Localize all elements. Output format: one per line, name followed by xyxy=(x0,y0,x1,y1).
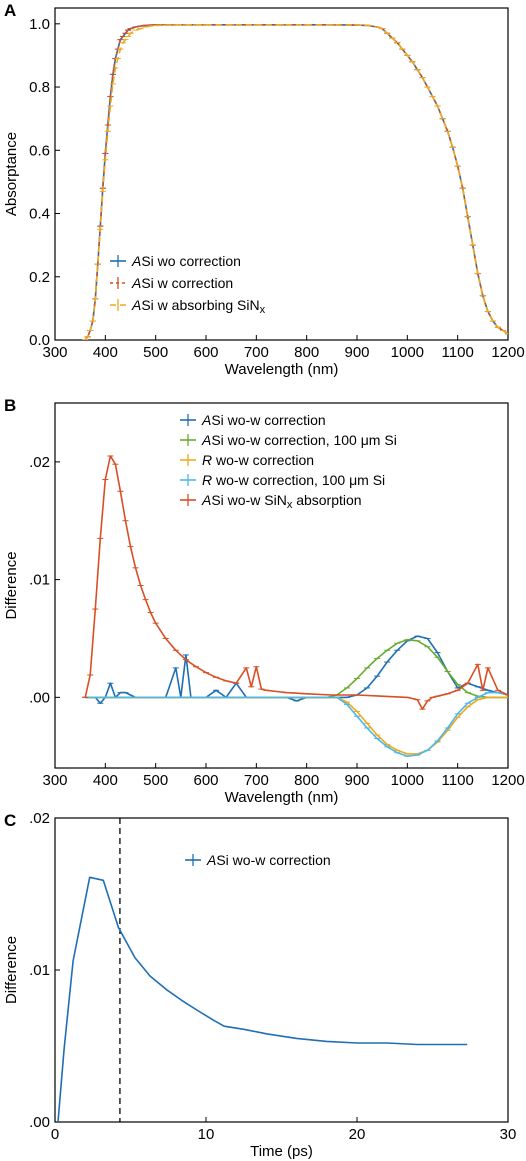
legend-label: R wo-w correction, 100 μm Si xyxy=(202,472,385,488)
y-tick-label: 0.0 xyxy=(29,332,50,349)
y-tick-label: 0.4 xyxy=(29,206,50,223)
legend-label: ASi wo-w correction xyxy=(206,852,331,868)
legend-label: R wo-w correction xyxy=(202,452,314,468)
plot-frame xyxy=(54,402,509,769)
y-tick-label: 0.2 xyxy=(29,269,50,286)
legend-label: ASi wo-w correction xyxy=(201,412,326,428)
legend-label: ASi wo-w correction, 100 μm Si xyxy=(201,432,397,448)
y-tick-label: .02 xyxy=(29,454,50,471)
x-axis-label: Wavelength (nm) xyxy=(225,361,339,378)
x-tick-label: 900 xyxy=(344,772,369,789)
legend-label: ASi wo-w SiNx absorption xyxy=(201,492,362,511)
x-tick-label: 1100 xyxy=(442,772,474,789)
panel-c: C 0 10 20 30 .00 .01 .02 Time (ps) Difference ASi … xyxy=(3,810,516,1160)
x-tick-label: 600 xyxy=(193,344,218,361)
legend: ASi wo-w correction xyxy=(185,852,331,868)
x-tick-label: 1000 xyxy=(391,344,424,361)
x-tick-label: 900 xyxy=(344,344,369,361)
x-tick-label: 400 xyxy=(93,344,118,361)
y-axis-label: Absorptance xyxy=(3,132,20,216)
x-tick-label: 800 xyxy=(294,344,319,361)
x-tick-label: 300 xyxy=(42,772,67,789)
y-tick-label: .01 xyxy=(29,572,50,589)
series-line-2 xyxy=(84,23,508,340)
legend: ASi wo-w correction ASi wo-w correction, … xyxy=(180,412,397,511)
series-line-2 xyxy=(85,638,508,699)
x-tick-label: 500 xyxy=(143,772,168,789)
series-line-3 xyxy=(85,696,508,755)
x-tick-label: 30 xyxy=(500,1126,517,1143)
y-tick-label: 0.6 xyxy=(29,142,50,159)
x-tick-label: 800 xyxy=(294,772,319,789)
x-tick-label: 1100 xyxy=(442,344,474,361)
x-tick-label: 0 xyxy=(51,1126,59,1143)
y-axis-label: Difference xyxy=(3,551,20,619)
series-group xyxy=(82,455,508,758)
legend: ASi wo correction ASi w correction ASi w a… xyxy=(110,253,266,316)
y-axis-label: Difference xyxy=(3,936,20,1004)
legend-label: ASi wo correction xyxy=(131,253,241,269)
x-tick-label: 10 xyxy=(198,1126,215,1143)
x-tick-label: 1000 xyxy=(391,772,424,789)
y-tick-label: .02 xyxy=(29,810,50,827)
y-tick-label: .00 xyxy=(29,689,50,706)
x-tick-label: 1200 xyxy=(491,772,524,789)
legend-label: ASi w correction xyxy=(131,275,233,291)
x-tick-label: 20 xyxy=(349,1126,366,1143)
y-tick-label: .01 xyxy=(29,962,50,979)
x-tick-label: 600 xyxy=(193,772,218,789)
x-tick-label: 500 xyxy=(143,344,168,361)
x-tick-label: 300 xyxy=(42,344,67,361)
series-line-3 xyxy=(84,23,508,340)
series-line-1 xyxy=(57,876,468,1122)
series-line-4 xyxy=(85,691,508,758)
series-group xyxy=(57,876,468,1122)
x-tick-label: 700 xyxy=(244,772,269,789)
x-axis-label: Time (ps) xyxy=(250,1143,313,1160)
x-tick-label: 700 xyxy=(244,344,269,361)
panel-letter: B xyxy=(4,396,16,415)
series-group xyxy=(82,23,508,340)
panel-a: A 300 400 500 600 700 800 900 1000 1100 1200 0.0 0.2… xyxy=(3,1,525,378)
panel-letter: A xyxy=(4,1,16,20)
y-tick-label: 0.8 xyxy=(29,79,50,96)
y-tick-label: 1.0 xyxy=(29,16,50,33)
x-axis-label: Wavelength (nm) xyxy=(225,789,339,806)
series-line-1 xyxy=(84,23,508,340)
y-tick-label: .00 xyxy=(29,1114,50,1131)
panel-letter: C xyxy=(4,811,16,830)
legend-label: ASi w absorbing SiNx xyxy=(131,297,266,316)
x-tick-label: 400 xyxy=(93,772,118,789)
plot-frame xyxy=(54,7,509,341)
x-tick-label: 1200 xyxy=(491,344,524,361)
panel-b: B 300 400 500 600 700 800 900 1000 1100 1200 .00 .01… xyxy=(3,396,525,806)
